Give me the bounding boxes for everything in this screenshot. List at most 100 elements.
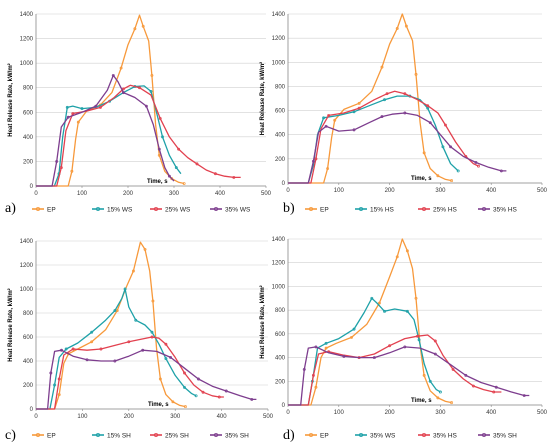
chart-panel-2: 0 200 400 600 800 1000 1200 1400 0 100 200 300 400 50… <box>259 12 548 216</box>
y-tick-label: 1400 <box>272 237 286 243</box>
legend-marker <box>213 432 218 437</box>
chart-panel-4: 0 200 400 600 800 1000 1200 1400 0 100 200 300 400 50… <box>259 237 548 443</box>
x-axis-title: Time, s <box>411 398 432 404</box>
chart-panel-3: 0 200 400 600 800 1000 1200 1400 0 100 200 300 400 50… <box>5 239 274 443</box>
data-point <box>169 355 173 359</box>
x-tick-label: 500 <box>261 191 272 197</box>
data-point <box>380 65 384 69</box>
y-tick-label: 0 <box>30 184 34 190</box>
data-point <box>494 385 498 389</box>
data-point <box>123 287 127 291</box>
y-tick-label: 1200 <box>20 37 34 43</box>
data-point <box>174 166 178 170</box>
data-point <box>333 118 337 122</box>
data-point <box>383 309 386 313</box>
data-point <box>59 166 63 170</box>
y-tick-label: 400 <box>275 356 286 362</box>
data-point <box>324 124 328 128</box>
y-tick-label: 800 <box>23 86 34 92</box>
data-point <box>450 179 454 183</box>
data-point <box>53 383 57 387</box>
data-point <box>370 296 374 300</box>
data-point <box>350 335 353 339</box>
legend-label: 15% SH <box>107 433 131 440</box>
x-tick-label: 300 <box>170 414 181 420</box>
data-point <box>314 385 318 389</box>
x-tick-label: 300 <box>169 191 180 197</box>
legend-marker <box>36 432 41 437</box>
data-point <box>422 373 426 377</box>
chart-panel-1: 0 200 400 600 800 1000 1200 1400 0 100 200 300 400 50… <box>5 12 272 216</box>
y-tick-label: 1200 <box>272 261 286 267</box>
y-axis-title: Heat Release Rate, kW/m² <box>259 62 266 135</box>
data-point <box>57 377 61 381</box>
data-point <box>414 72 418 76</box>
legend-label: 25% HS <box>433 207 458 214</box>
data-point <box>324 346 328 350</box>
x-tick-label: 100 <box>334 410 345 416</box>
legend-label: 35% SH <box>493 433 517 440</box>
x-tick-label: 200 <box>385 188 396 194</box>
data-point <box>324 341 328 345</box>
y-tick-label: 1000 <box>272 60 286 66</box>
data-point <box>464 373 468 377</box>
data-point <box>183 371 186 375</box>
data-point <box>144 104 148 108</box>
legend-marker <box>213 206 218 211</box>
data-point <box>444 123 447 127</box>
data-point <box>352 327 356 331</box>
x-tick-label: 200 <box>385 410 396 416</box>
x-tick-label: 0 <box>34 414 38 420</box>
data-point <box>158 116 162 120</box>
data-point <box>90 330 94 334</box>
data-point <box>66 115 70 119</box>
data-point <box>403 345 407 349</box>
data-point <box>164 357 168 361</box>
data-point <box>76 120 80 124</box>
data-point <box>164 342 168 346</box>
legend-marker <box>481 432 486 437</box>
data-point <box>395 27 399 30</box>
data-point <box>352 110 356 114</box>
x-tick-label: 400 <box>215 191 226 197</box>
data-point <box>133 27 137 31</box>
data-point <box>217 395 221 399</box>
data-point <box>450 401 454 405</box>
data-point <box>314 157 318 161</box>
x-tick-label: 400 <box>486 188 497 194</box>
series-line-3 <box>36 336 224 410</box>
legend-marker <box>36 206 41 211</box>
legend-marker <box>421 432 426 437</box>
data-point <box>194 394 198 398</box>
y-tick-label: 200 <box>23 383 34 389</box>
legend-marker <box>153 432 158 437</box>
panel-label: a) <box>5 201 16 216</box>
y-tick-label: 800 <box>23 311 34 317</box>
data-point <box>385 92 389 96</box>
data-point <box>64 347 68 351</box>
data-point <box>80 107 84 111</box>
data-point <box>471 384 475 388</box>
data-point <box>451 367 455 371</box>
legend-marker <box>96 432 101 437</box>
series-line-3 <box>36 84 241 187</box>
legend-label: 25% WS <box>165 207 191 214</box>
data-point <box>357 101 361 105</box>
legend-marker <box>96 206 101 211</box>
data-point <box>436 396 440 400</box>
legend-label: 25% SH <box>165 433 189 440</box>
legend-label: EP <box>320 207 329 214</box>
series-line-1 <box>288 13 452 184</box>
data-point <box>196 377 200 381</box>
y-tick-label: 600 <box>23 110 34 116</box>
x-tick-label: 400 <box>486 410 497 416</box>
data-point <box>404 24 408 28</box>
y-tick-label: 400 <box>23 135 34 141</box>
data-point <box>158 377 162 381</box>
data-point <box>417 338 421 342</box>
x-tick-label: 100 <box>334 188 345 194</box>
data-point <box>326 167 330 170</box>
x-tick-label: 100 <box>77 191 88 197</box>
legend-label: 35% WS <box>370 433 396 440</box>
data-point <box>477 164 480 168</box>
